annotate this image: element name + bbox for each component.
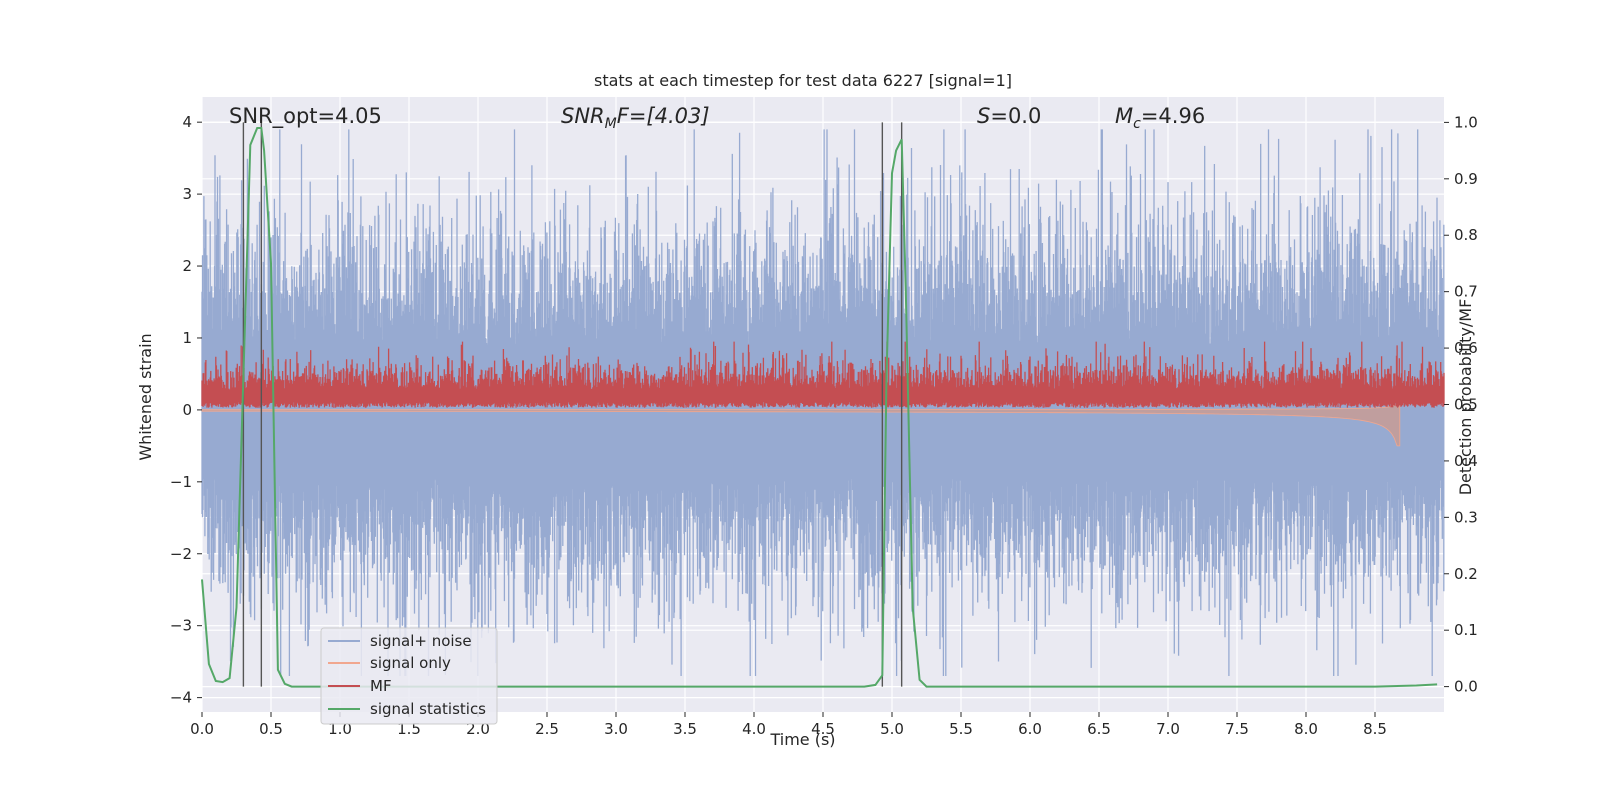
y-left-tick-label: −2 xyxy=(170,545,192,563)
y-left-tick-label: −3 xyxy=(170,617,192,635)
annotation-snr-mf: SNRMF=[4.03] xyxy=(561,104,710,132)
y-left-tick-label: 0 xyxy=(182,401,192,419)
y-axis-left-title: Whitened strain xyxy=(136,333,155,460)
y-right-tick-label: 0.2 xyxy=(1454,565,1478,583)
mf-trace xyxy=(201,341,1445,408)
y-right-tick-label: 0.8 xyxy=(1454,226,1478,244)
y-right-tick-label: 0.5 xyxy=(1454,396,1478,414)
annotation-mc: Mc=4.96 xyxy=(1115,104,1205,132)
y-left-tick-label: −1 xyxy=(170,473,192,491)
legend-label-signal-statistics: signal statistics xyxy=(370,700,486,718)
x-tick-label: 2.5 xyxy=(535,720,559,738)
signal-only-series xyxy=(201,404,1401,447)
y-left-tick-label: 2 xyxy=(182,257,192,275)
signal-only-trace xyxy=(201,404,1401,447)
y-right-tick-label: 0.0 xyxy=(1454,678,1478,696)
y-right-tick-label: 0.3 xyxy=(1454,508,1478,526)
y-left-tick-label: 1 xyxy=(182,329,192,347)
signal-statistics-line xyxy=(201,127,1438,688)
x-tick-label: 8.0 xyxy=(1294,720,1318,738)
y-right-tick-label: 1.0 xyxy=(1454,113,1478,131)
legend-box xyxy=(320,627,498,725)
annotation-snr-opt: SNR_opt=4.05 xyxy=(229,104,382,129)
x-tick-label: 6.5 xyxy=(1087,720,1111,738)
x-tick-label: 4.5 xyxy=(811,720,835,738)
y-right-tick-label: 0.7 xyxy=(1454,283,1478,301)
y-left-tick-label: 3 xyxy=(182,185,192,203)
x-tick-label: 7.5 xyxy=(1225,720,1249,738)
x-tick-label: 5.0 xyxy=(880,720,904,738)
annotation-s: S=0.0 xyxy=(977,104,1041,128)
legend-label-signal-only: signal only xyxy=(370,654,451,672)
signal-statistics-series xyxy=(201,127,1438,688)
y-left-tick-label: 4 xyxy=(182,113,192,131)
legend: signal+ noise signal only MF signal stat… xyxy=(320,627,498,725)
legend-label-mf: MF xyxy=(370,677,392,695)
x-tick-label: 4.0 xyxy=(742,720,766,738)
legend-label-signal-noise: signal+ noise xyxy=(370,632,472,650)
y-right-tick-label: 0.9 xyxy=(1454,170,1478,188)
x-tick-label: 3.0 xyxy=(604,720,628,738)
annotations: SNR_opt=4.05 SNRMF=[4.03] S=0.0 Mc=4.96 xyxy=(229,104,1205,132)
x-tick-label: 0.0 xyxy=(190,720,214,738)
x-tick-label: 7.0 xyxy=(1156,720,1180,738)
chart-title: stats at each timestep for test data 622… xyxy=(594,71,1012,90)
x-tick-label: 8.5 xyxy=(1363,720,1387,738)
y-right-tick-label: 0.1 xyxy=(1454,621,1478,639)
y-left-tick-label: −4 xyxy=(170,689,192,707)
x-axis-title: Time (s) xyxy=(769,730,835,749)
x-tick-label: 3.5 xyxy=(673,720,697,738)
x-tick-label: 5.5 xyxy=(949,720,973,738)
x-tick-label: 0.5 xyxy=(259,720,283,738)
mf-series xyxy=(201,341,1445,408)
y-right-tick-label: 0.6 xyxy=(1454,339,1478,357)
y-right-tick-label: 0.4 xyxy=(1454,452,1478,470)
y-axis-right-title: Detection probability/MF xyxy=(1456,299,1475,496)
x-tick-label: 6.0 xyxy=(1018,720,1042,738)
